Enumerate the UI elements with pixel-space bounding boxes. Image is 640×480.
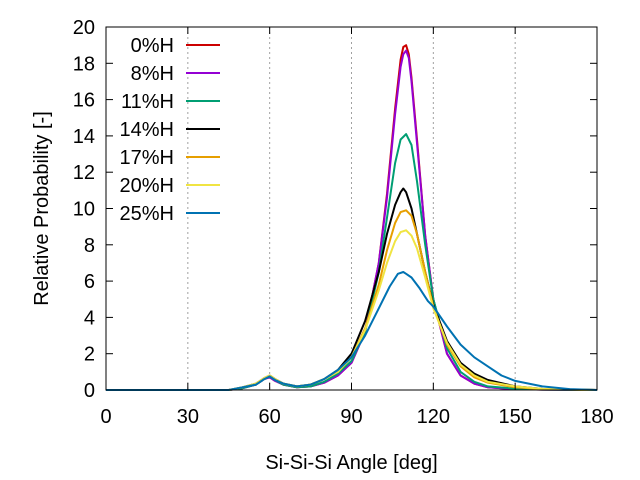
y-tick-label-8: 16 — [73, 90, 95, 112]
y-tick-label-2: 4 — [84, 307, 95, 329]
y-tick-label-0: 0 — [84, 380, 95, 402]
y-tick-label-7: 14 — [73, 126, 95, 148]
y-tick-label-6: 12 — [73, 162, 95, 184]
legend-label-0: 0%H — [131, 35, 174, 57]
y-axis-label: Relative Probability [-] — [31, 111, 53, 306]
x-tick-label-2: 60 — [259, 406, 281, 428]
y-tick-label-1: 2 — [84, 344, 95, 366]
series-line-6 — [106, 271, 598, 391]
series-line-1 — [106, 49, 598, 391]
y-tick-label-4: 8 — [84, 235, 95, 257]
x-tick-label-0: 0 — [100, 406, 111, 428]
x-tick-label-1: 30 — [177, 406, 199, 428]
legend-label-2: 11%H — [121, 91, 174, 113]
x-tick-label-5: 150 — [498, 406, 531, 428]
series-layer — [106, 44, 598, 391]
legend-label-3: 14%H — [120, 119, 174, 141]
x-tick-label-6: 180 — [580, 406, 613, 428]
axis-ticks: 0 30 60 90 120 150 180 0 2 4 6 8 10 12 14 16 18 20 — [73, 17, 614, 428]
x-axis-label: Si-Si-Si Angle [deg] — [265, 452, 437, 474]
series-line-5 — [106, 229, 598, 391]
legend: 0%H 8%H 11%H 14%H 17%H 20%H 25%H — [120, 35, 220, 225]
legend-label-1: 8%H — [131, 63, 174, 85]
legend-label-5: 20%H — [120, 175, 174, 197]
y-tick-label-5: 10 — [73, 199, 95, 221]
legend-label-6: 25%H — [120, 203, 174, 225]
y-tick-label-9: 18 — [73, 53, 95, 75]
y-tick-label-10: 20 — [73, 17, 95, 39]
grid-lines — [187, 27, 516, 390]
x-tick-label-4: 120 — [417, 406, 450, 428]
x-tick-label-3: 90 — [340, 406, 362, 428]
legend-label-4: 17%H — [120, 147, 174, 169]
y-tick-label-3: 6 — [84, 271, 95, 293]
